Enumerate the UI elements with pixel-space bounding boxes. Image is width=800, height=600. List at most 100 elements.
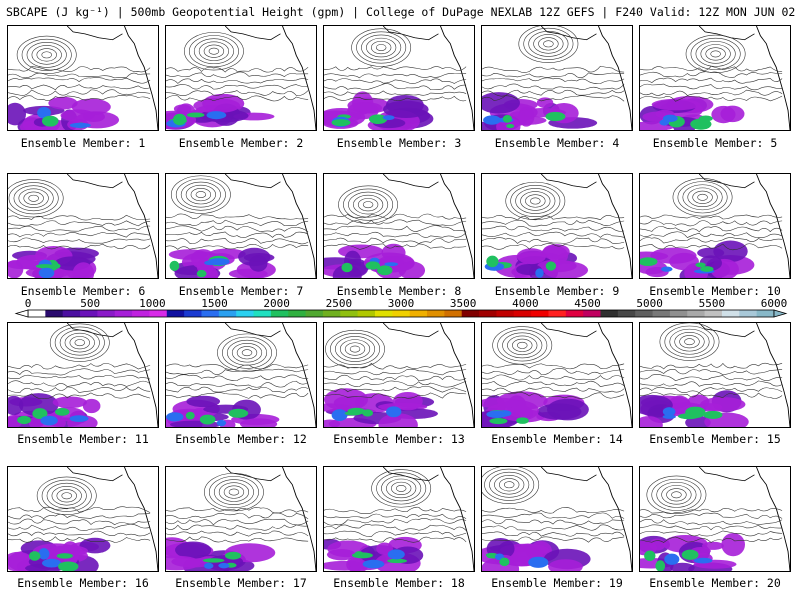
colorbar-swatch bbox=[114, 310, 133, 317]
colorbar-swatch bbox=[374, 310, 393, 317]
coastline bbox=[440, 323, 474, 427]
colorbar-swatch bbox=[496, 310, 515, 317]
height-contours bbox=[166, 472, 309, 543]
colorbar-swatch bbox=[132, 310, 150, 317]
alaska-coastline bbox=[382, 323, 439, 338]
alaska-coastline bbox=[540, 26, 597, 41]
colorbar-swatch bbox=[479, 310, 497, 317]
colorbar-tick-label: 2000 bbox=[263, 297, 290, 310]
map-svg bbox=[166, 323, 316, 427]
alaska-coastline bbox=[224, 26, 281, 41]
colorbar-swatch bbox=[322, 310, 341, 317]
colorbar-swatch bbox=[687, 310, 706, 317]
height-contours bbox=[482, 26, 625, 102]
height-contours bbox=[640, 178, 783, 251]
ensemble-map-panel bbox=[481, 25, 633, 131]
colorbar-swatch bbox=[409, 310, 428, 317]
ensemble-member-label: Ensemble Member: 4 bbox=[494, 136, 620, 150]
alaska-coastline bbox=[382, 26, 439, 41]
alaska-coastline bbox=[224, 174, 281, 189]
alaska-coastline bbox=[382, 174, 439, 189]
cape-shading bbox=[8, 96, 120, 130]
colorbar-swatch bbox=[340, 310, 359, 317]
colorbar-swatch bbox=[80, 310, 98, 317]
height-contours bbox=[166, 32, 309, 102]
colorbar-swatch bbox=[617, 310, 636, 317]
cape-shading bbox=[166, 395, 280, 427]
ensemble-member-label: Ensemble Member: 6 bbox=[20, 284, 146, 298]
coastline bbox=[124, 26, 158, 130]
map-svg bbox=[482, 323, 632, 427]
height-contours bbox=[324, 469, 467, 543]
coastline bbox=[598, 26, 632, 130]
colorbar-swatch bbox=[600, 310, 619, 317]
height-contours bbox=[482, 181, 625, 250]
colorbar-swatch bbox=[461, 310, 480, 317]
ensemble-member-label: Ensemble Member: 15 bbox=[649, 432, 781, 446]
ensemble-map-panel bbox=[323, 173, 475, 279]
map-svg bbox=[640, 174, 790, 278]
cape-shading bbox=[640, 240, 755, 278]
cape-shading bbox=[324, 388, 438, 427]
alaska-coastline bbox=[540, 467, 597, 482]
ensemble-member-label: Ensemble Member: 10 bbox=[649, 284, 781, 298]
colorbar-right-arrow bbox=[773, 309, 788, 318]
height-contours bbox=[640, 475, 783, 543]
coastline bbox=[440, 174, 474, 278]
map-svg bbox=[166, 467, 316, 571]
colorbar-swatch bbox=[652, 310, 671, 317]
colorbar-swatch bbox=[288, 310, 307, 317]
height-contours bbox=[482, 326, 625, 399]
colorbar-tick-label: 500 bbox=[80, 297, 101, 310]
cape-shading bbox=[482, 92, 598, 130]
ensemble-map-panel bbox=[165, 466, 317, 572]
ensemble-map-panel bbox=[639, 25, 791, 131]
height-contours bbox=[640, 323, 783, 399]
colorbar-swatch bbox=[583, 310, 602, 317]
coastline bbox=[282, 174, 316, 278]
height-contours bbox=[8, 323, 151, 400]
colorbar-swatch bbox=[704, 310, 723, 317]
cape-shading bbox=[8, 393, 101, 427]
map-svg bbox=[640, 323, 790, 427]
colorbar-swatch bbox=[236, 310, 255, 317]
cape-shading bbox=[482, 391, 589, 427]
alaska-coastline bbox=[66, 467, 123, 482]
colorbar-swatch bbox=[444, 310, 463, 317]
height-contours bbox=[324, 329, 467, 399]
coastline bbox=[282, 323, 316, 427]
colorbar-swatch bbox=[166, 310, 185, 317]
colorbar-tick-label: 1500 bbox=[201, 297, 228, 310]
height-contours bbox=[166, 333, 309, 399]
colorbar-swatch bbox=[253, 310, 272, 317]
colorbar-tick-label: 5000 bbox=[636, 297, 663, 310]
map-svg bbox=[8, 323, 158, 427]
cape-shading bbox=[8, 246, 99, 278]
coastline bbox=[440, 26, 474, 130]
ensemble-map-panel bbox=[323, 466, 475, 572]
coastline bbox=[756, 323, 790, 427]
colorbar-swatch bbox=[201, 310, 220, 317]
map-svg bbox=[482, 26, 632, 130]
colorbar-swatch bbox=[218, 310, 237, 317]
colorbar-tick-label: 0 bbox=[24, 297, 32, 310]
colorbar-swatch bbox=[669, 310, 688, 317]
coastline bbox=[282, 26, 316, 130]
cape-shading bbox=[324, 536, 424, 571]
height-contours bbox=[166, 175, 309, 250]
map-svg bbox=[166, 26, 316, 130]
coastline bbox=[598, 323, 632, 427]
ensemble-member-label: Ensemble Member: 18 bbox=[333, 576, 465, 590]
colorbar-swatch bbox=[427, 310, 445, 317]
colorbar-swatch bbox=[548, 310, 567, 317]
height-contours bbox=[640, 34, 783, 102]
map-svg bbox=[324, 174, 474, 278]
coastline bbox=[440, 467, 474, 571]
colorbar-swatch bbox=[565, 310, 584, 317]
coastline bbox=[756, 174, 790, 278]
colorbar-tick-label: 4000 bbox=[512, 297, 539, 310]
ensemble-member-label: Ensemble Member: 7 bbox=[178, 284, 304, 298]
alaska-coastline bbox=[698, 467, 755, 482]
colorbar-swatch bbox=[45, 310, 64, 317]
ensemble-map-panel bbox=[639, 466, 791, 572]
